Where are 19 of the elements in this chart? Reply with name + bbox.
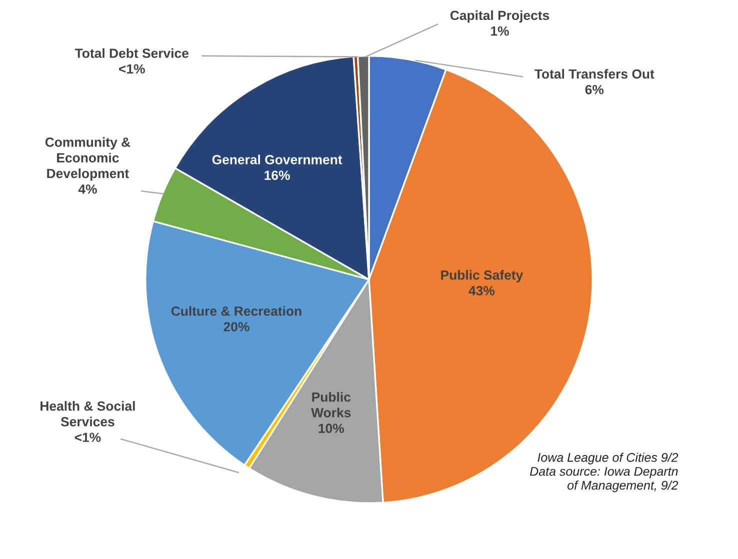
data-label: 16% xyxy=(264,170,290,180)
data-label: 6% xyxy=(585,84,604,94)
slice-label: Culture & Recreation xyxy=(171,306,302,316)
data-label: 10% xyxy=(318,424,344,434)
data-label: <1% xyxy=(119,64,145,74)
data-label: 20% xyxy=(224,322,250,332)
data-label: 4% xyxy=(78,184,97,194)
slice-label: General Government xyxy=(212,154,342,164)
slice-label: Total Debt Service xyxy=(74,48,189,58)
slice-label: Public Works xyxy=(311,392,351,418)
slice-label: Total Transfers Out xyxy=(534,68,654,79)
data-label: 43% xyxy=(468,286,495,296)
slice-label: Public Safety xyxy=(441,270,524,282)
data-label: 1% xyxy=(491,26,509,36)
slice-label: Capital Projects xyxy=(450,10,550,23)
text: Iowa League of Cities 9/2 Data source: Iowa Departn of Management, 9/2 xyxy=(530,452,678,492)
slice-label: Health & Social Services xyxy=(40,401,135,426)
data-label: <1% xyxy=(74,432,101,442)
slice-label: Community & Economic Development xyxy=(45,137,130,181)
